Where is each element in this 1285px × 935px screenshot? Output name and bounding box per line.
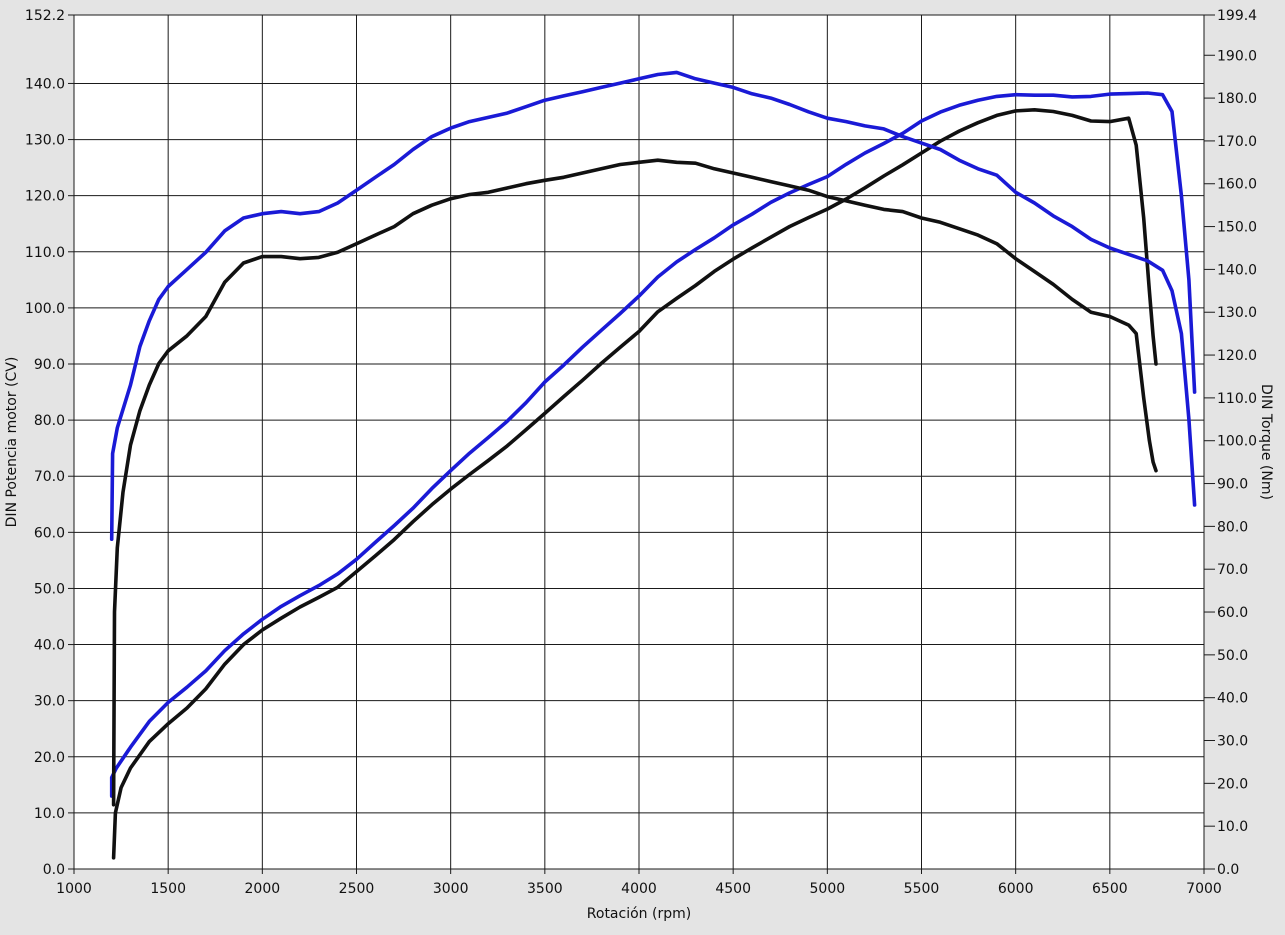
y-left-tick-label: 130.0 <box>25 133 65 149</box>
y-right-tick-label: 160.0 <box>1217 177 1257 193</box>
x-tick-label: 5000 <box>810 881 846 897</box>
y-left-tick-label: 10.0 <box>34 806 65 822</box>
x-tick-label: 1500 <box>150 881 186 897</box>
y-right-tick-label: 20.0 <box>1217 776 1248 792</box>
y-left-tick-label: 80.0 <box>34 413 65 429</box>
y-left-tick-label: 90.0 <box>34 357 65 373</box>
y-right-tick-label: 110.0 <box>1217 391 1257 407</box>
grid-lines <box>68 14 1205 870</box>
y-right-tick-label: 80.0 <box>1217 519 1248 535</box>
y-left-tick-label: 50.0 <box>34 581 65 597</box>
x-tick-label: 5500 <box>904 881 940 897</box>
y-left-tick-label: 100.0 <box>25 301 65 317</box>
series-line-power-1 <box>111 108 1158 860</box>
x-tick-label: 6000 <box>998 881 1034 897</box>
y-right-tick-label: 120.0 <box>1217 348 1257 364</box>
series-line-torque-3 <box>111 158 1158 807</box>
y-left-tick-label: 120.0 <box>25 189 65 205</box>
x-tick-label: 2500 <box>339 881 375 897</box>
x-tick-label: 2000 <box>245 881 281 897</box>
y-left-tick-label: 40.0 <box>34 638 65 654</box>
x-tick-label: 4000 <box>621 881 657 897</box>
y-right-tick-label: 50.0 <box>1217 648 1248 664</box>
y-right-tick-label: 180.0 <box>1217 91 1257 107</box>
y-right-axis-title: DIN Torque (Nm) <box>1258 384 1274 500</box>
series-line-power-0 <box>109 91 1197 798</box>
plot-frame <box>73 14 1205 870</box>
y-left-tick-label: 70.0 <box>34 469 65 485</box>
axes: 1000 1500 2000 2500 3000 3500 4000 4500 5000 5500… <box>25 8 1257 897</box>
y-left-tick-label: 152.2 <box>25 8 65 24</box>
y-right-tick-label: 60.0 <box>1217 605 1248 621</box>
y-left-tick-label: 20.0 <box>34 750 65 766</box>
series-line-torque-2 <box>109 70 1197 541</box>
x-tick-label: 3000 <box>433 881 469 897</box>
x-axis-title: Rotación (rpm) <box>587 906 691 922</box>
y-right-tick-label: 30.0 <box>1217 734 1248 750</box>
y-right-tick-label: 70.0 <box>1217 562 1248 578</box>
y-right-tick-label: 0.0 <box>1217 862 1239 878</box>
x-tick-label: 1000 <box>56 881 92 897</box>
x-tick-label: 4500 <box>715 881 751 897</box>
y-left-tick-label: 0.0 <box>43 862 65 878</box>
y-left-tick-label: 30.0 <box>34 694 65 710</box>
y-right-tick-label: 199.4 <box>1217 8 1257 24</box>
y-right-tick-label: 10.0 <box>1217 819 1248 835</box>
y-right-tick-label: 40.0 <box>1217 691 1248 707</box>
y-left-tick-label: 140.0 <box>25 76 65 92</box>
y-left-tick-label: 60.0 <box>34 525 65 541</box>
x-tick-label: 3500 <box>527 881 563 897</box>
y-right-tick-label: 190.0 <box>1217 48 1257 64</box>
y-right-tick-label: 100.0 <box>1217 434 1257 450</box>
y-right-tick-label: 170.0 <box>1217 134 1257 150</box>
y-right-tick-label: 130.0 <box>1217 305 1257 321</box>
y-left-axis-title: DIN Potencia motor (CV) <box>4 357 20 528</box>
y-right-tick-label: 90.0 <box>1217 477 1248 493</box>
y-right-tick-label: 140.0 <box>1217 262 1257 278</box>
x-tick-label: 6500 <box>1092 881 1128 897</box>
x-tick-label: 7000 <box>1186 881 1222 897</box>
series-group <box>109 70 1197 860</box>
y-right-tick-label: 150.0 <box>1217 220 1257 236</box>
y-left-tick-label: 110.0 <box>25 245 65 261</box>
